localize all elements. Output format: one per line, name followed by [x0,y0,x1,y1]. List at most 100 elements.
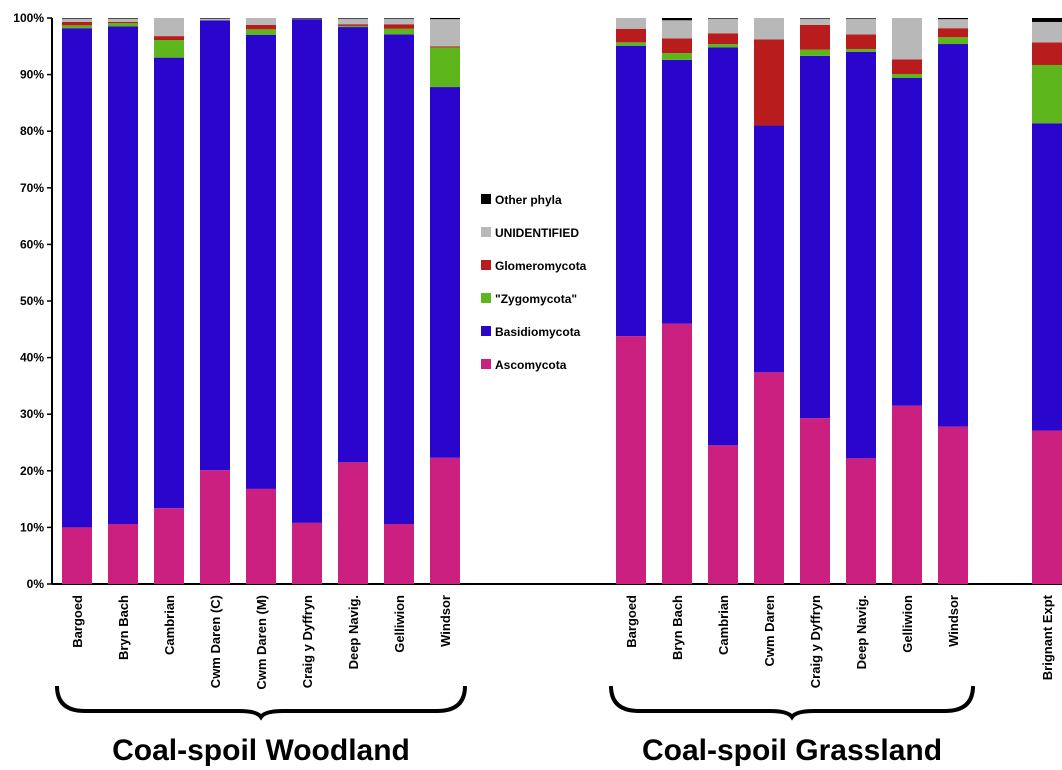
bar-segment-ascomycota [338,462,368,584]
legend-label-zygomycota: "Zygomycota" [495,292,577,306]
group-label-coal-spoil-woodland: Coal-spoil Woodland [112,734,410,767]
bar-segment-unidentified [846,18,876,35]
bar-segment-glomeromycota [384,24,414,29]
bar-segment-basidiomycota [1032,123,1062,431]
bar-stack-15 [846,18,876,584]
bar-segment-basidiomycota [846,51,876,459]
bar-stack-3 [154,18,184,584]
legend: Other phyla UNIDENTIFIED Glomeromycota "Zyg… [481,193,587,372]
bar-stack-13 [754,18,784,584]
bar-segment-ascomycota [62,527,92,584]
bar-stack-4 [200,18,230,584]
y-tick-label: 50% [20,294,44,308]
y-tick-label: 70% [20,181,44,195]
bar-stack-1 [62,18,92,584]
legend-swatch-other-phyla [481,194,491,204]
bar-stack-7 [338,18,368,584]
bar-segment-unidentified [708,18,738,34]
y-tick-label: 60% [20,237,44,251]
bar-stack-18 [1032,18,1062,584]
bar-segment-basidiomycota [430,87,460,458]
category-label: Deep Navig. [346,595,361,669]
bar-segment-glomeromycota [846,34,876,50]
y-tick-label: 100% [13,11,44,25]
bar-segment-ascomycota [154,508,184,584]
category-label: Bryn Bach [116,595,131,660]
bar-segment-other-phyla [430,18,460,20]
legend-swatch-unidentified [481,227,491,237]
bar-segment-basidiomycota [62,28,92,528]
bar-segment-zygomycota [1032,64,1062,124]
bar-segment-basidiomycota [292,19,322,523]
category-label: Bargoed [624,595,639,648]
bar-segment-ascomycota [430,457,460,584]
bar-segment-ascomycota [662,323,692,584]
bar-segment-basidiomycota [384,34,414,525]
category-label: Craig y Dyffryn [808,595,823,688]
bar-segment-ascomycota [616,336,646,584]
category-labels: Bargoed Bryn Bach Cambrian Cwm Daren (C) Cwm… [70,594,1055,689]
bar-segment-ascomycota [1032,430,1062,584]
y-tick-label: 30% [20,407,44,421]
bar-segment-basidiomycota [662,59,692,324]
y-tick-label: 0% [27,577,45,591]
bar-segment-zygomycota [938,37,968,45]
bar-segment-ascomycota [800,418,830,584]
bar-stack-12 [708,18,738,584]
category-label: Cwm Daren (M) [254,595,269,690]
bar-segment-unidentified [430,19,460,47]
bar-segment-zygomycota [616,42,646,46]
bar-segment-ascomycota [200,470,230,584]
bar-segment-basidiomycota [108,26,138,525]
legend-label-basidiomycota: Basidiomycota [495,325,581,339]
legend-swatch-glomeromycota [481,260,491,270]
bar-segment-glomeromycota [62,21,92,26]
bar-stack-17 [938,18,968,584]
bar-stack-6 [292,18,322,584]
bar-segment-glomeromycota [154,36,184,41]
category-label: Cwm Daren (C) [208,595,223,688]
bar-segment-other-phyla [338,18,368,19]
bar-segment-unidentified [200,18,230,21]
bar-segment-basidiomycota [708,47,738,446]
bar-segment-unidentified [800,18,830,25]
legend-swatch-basidiomycota [481,326,491,336]
bar-segment-glomeromycota [430,46,460,48]
category-label: Gelliwion [392,595,407,653]
category-label: Bargoed [70,595,85,648]
bar-segment-unidentified [384,18,414,25]
bar-segment-unidentified [338,18,368,25]
bar-segment-basidiomycota [800,55,830,419]
bar-segment-glomeromycota [708,33,738,45]
bar-segment-zygomycota [384,28,414,35]
category-label: Deep Navig. [854,595,869,669]
bar-segment-zygomycota [154,40,184,58]
bar-segment-glomeromycota [662,38,692,54]
bar-segment-glomeromycota [1032,42,1062,65]
bar-segment-other-phyla [108,18,138,19]
bar-segment-basidiomycota [892,77,922,406]
bar-stack-5 [246,18,276,584]
bar-segment-basidiomycota [200,20,230,471]
category-label: Cwm Daren [762,595,777,667]
bar-segment-zygomycota [246,29,276,35]
bar-segment-other-phyla [800,18,830,19]
bar-segment-zygomycota [892,74,922,78]
bar-segment-unidentified [154,18,184,37]
category-label: Windsor [438,595,453,647]
bar-segment-basidiomycota [616,45,646,337]
bar-segment-glomeromycota [246,24,276,30]
bar-stack-8 [384,18,414,584]
bar-segment-zygomycota [338,25,368,28]
category-label: Windsor [946,595,961,647]
bar-segment-basidiomycota [338,27,368,463]
bar-segment-other-phyla [938,18,968,20]
bar-segment-zygomycota [846,49,876,52]
bar-segment-zygomycota [708,44,738,48]
legend-label-unidentified: UNIDENTIFIED [495,226,579,240]
bar-segment-other-phyla [292,18,322,19]
bar-segment-ascomycota [846,458,876,584]
category-label: Craig y Dyffryn [300,595,315,688]
bar-segment-glomeromycota [616,28,646,43]
bar-segment-basidiomycota [154,57,184,509]
